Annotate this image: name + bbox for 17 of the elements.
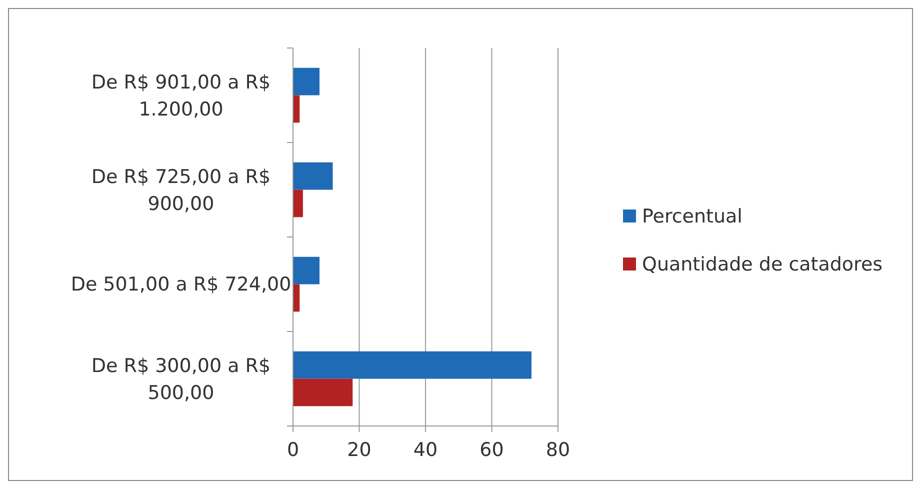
bar (293, 351, 532, 379)
y-tick-label: De 501,00 a R$ 724,00 (70, 273, 292, 296)
x-tick-label: 40 (413, 439, 438, 461)
bar (293, 190, 303, 218)
legend-label: Quantidade de catadores (642, 254, 883, 276)
bar (293, 378, 353, 406)
y-tick-label: De R$ 725,00 a R$ 900,00 (91, 166, 271, 215)
legend-label: Percentual (642, 206, 742, 228)
x-tick-label: 60 (480, 439, 504, 461)
bar (293, 256, 320, 284)
y-tick-label: De R$ 300,00 a R$ 500,00 (91, 354, 271, 404)
bar (293, 162, 333, 190)
x-tick-label: 80 (546, 439, 570, 461)
x-tick-label: 20 (347, 439, 372, 461)
x-tick-label: 0 (286, 439, 300, 461)
bar (293, 68, 320, 96)
y-tick-label: De R$ 901,00 a R$ 1.200,00 (91, 71, 271, 120)
